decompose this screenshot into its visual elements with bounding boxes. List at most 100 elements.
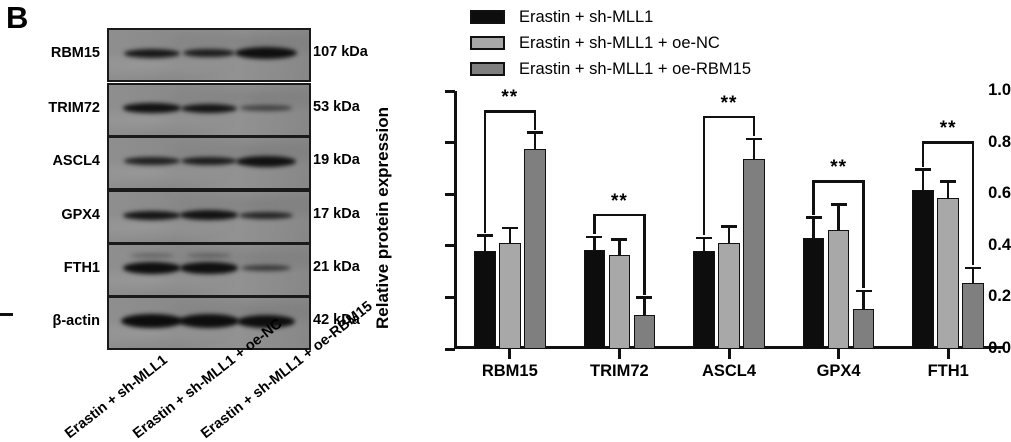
- y-axis-tick-label: 0.8: [988, 132, 1011, 151]
- protein-band: [121, 314, 183, 328]
- protein-band: [237, 314, 295, 328]
- x-axis-tick-label: TRIM72: [590, 362, 649, 380]
- error-bar: [971, 269, 975, 284]
- blot-strip: [107, 296, 311, 350]
- protein-band: [240, 105, 292, 111]
- x-axis-tick-label: RBM15: [481, 362, 538, 380]
- molecular-weight-label: 21 kDa: [313, 259, 360, 275]
- bar: [802, 238, 825, 349]
- error-bar: [618, 240, 621, 255]
- significance-bracket-leg: [812, 180, 815, 215]
- protein-band: [180, 210, 238, 220]
- protein-band: [239, 211, 293, 219]
- significance-stars: **: [501, 87, 519, 109]
- bar: [743, 159, 765, 349]
- y-axis-tick: [445, 244, 455, 248]
- molecular-weight-label: 53 kDa: [313, 99, 360, 115]
- protein-band: [124, 157, 180, 165]
- left-tick-mark: [0, 313, 13, 316]
- y-axis-tick-label: 0.6: [988, 184, 1011, 203]
- blot-membrane: [107, 136, 311, 190]
- significance-bracket-leg: [702, 115, 706, 236]
- protein-band: [123, 103, 181, 113]
- y-axis-line: [454, 91, 457, 349]
- legend-item: Erastin + sh-MLL1 + oe-NC: [470, 30, 751, 56]
- blot-row-label: RBM15: [0, 44, 100, 62]
- error-bar: [812, 218, 815, 239]
- significance-stars: **: [830, 157, 847, 178]
- blot-membrane: [107, 190, 311, 244]
- bar: [937, 198, 959, 349]
- protein-band: [179, 314, 239, 328]
- error-bar-cap: [940, 180, 957, 183]
- legend-swatch-3: [470, 62, 505, 76]
- error-bar-cap: [476, 234, 493, 237]
- significance-bracket-leg: [643, 213, 646, 295]
- protein-name: ASCL4: [52, 153, 100, 169]
- protein-band: [123, 262, 181, 274]
- blot-membrane: [107, 243, 311, 297]
- error-bar-cap: [636, 296, 653, 299]
- legend-item: Erastin + sh-MLL1: [470, 4, 751, 30]
- bar: [583, 249, 606, 349]
- blot-membrane: [107, 28, 311, 82]
- significance-bracket-leg: [483, 110, 487, 233]
- protein-band: [183, 48, 235, 58]
- plot-area: ** ** ** ** **: [455, 87, 1003, 349]
- x-axis-tick: [837, 349, 841, 359]
- x-axis-tick-label: FTH1: [927, 362, 969, 380]
- protein-band: [123, 210, 181, 220]
- blot-strip: [107, 190, 311, 244]
- molecular-weight-label: 42 kDa: [313, 312, 360, 328]
- molecular-weight-label: 107 kDa: [313, 44, 368, 60]
- error-bar-cap: [526, 131, 543, 134]
- error-bar-cap: [696, 236, 712, 240]
- protein-name: RBM15: [50, 45, 100, 61]
- significance-bracket: [813, 180, 864, 183]
- significance-bracket-leg: [533, 110, 537, 130]
- y-axis-tick: [445, 347, 455, 351]
- y-axis-tick-label: 0.4: [988, 235, 1011, 254]
- legend-label-1: Erastin + sh-MLL1: [519, 7, 654, 26]
- error-bar: [921, 171, 925, 191]
- blot-row-label: β-actin: [0, 312, 100, 330]
- western-blot-panel: Erastin + sh-MLL1 Erastin + sh-MLL1 + oe-…: [0, 0, 400, 442]
- blot-strip: [107, 83, 311, 137]
- error-bar-cap: [586, 235, 603, 239]
- protein-band: [235, 47, 297, 59]
- bar: [852, 309, 875, 349]
- error-bar: [508, 229, 512, 244]
- error-bar-cap: [805, 216, 822, 219]
- bar: [474, 250, 496, 349]
- error-bar-cap: [830, 203, 847, 206]
- protein-band: [181, 157, 237, 165]
- legend-label-2: Erastin + sh-MLL1 + oe-NC: [519, 33, 720, 52]
- y-axis-tick: [445, 192, 455, 196]
- chart-legend: Erastin + sh-MLL1 Erastin + sh-MLL1 + oe…: [470, 4, 751, 82]
- bar: [633, 315, 656, 349]
- error-bar-cap: [855, 289, 872, 293]
- significance-bracket-leg: [862, 180, 865, 289]
- bar-chart: Relative protein expression 0.0 0.2 0.4 0.6…: [373, 80, 1011, 380]
- error-bar: [727, 227, 731, 244]
- protein-band: [241, 265, 291, 271]
- bar: [693, 250, 715, 349]
- error-bar-cap: [965, 266, 982, 270]
- significance-bracket: [704, 115, 754, 118]
- bar: [827, 230, 850, 349]
- bar: [718, 243, 740, 349]
- x-axis-tick: [946, 349, 950, 359]
- error-bar: [837, 205, 840, 231]
- error-bar: [752, 140, 756, 160]
- error-bar: [862, 292, 865, 310]
- significance-bracket-leg: [752, 115, 756, 136]
- protein-band: [181, 103, 237, 113]
- molecular-weight-label: 17 kDa: [313, 206, 360, 222]
- blot-strip: [107, 28, 311, 82]
- protein-band: [124, 48, 180, 58]
- bar: [962, 283, 984, 349]
- x-axis-tick-label: GPX4: [816, 362, 861, 380]
- error-bar-cap: [611, 238, 628, 241]
- significance-bracket: [923, 141, 974, 144]
- blot-strip: [107, 136, 311, 190]
